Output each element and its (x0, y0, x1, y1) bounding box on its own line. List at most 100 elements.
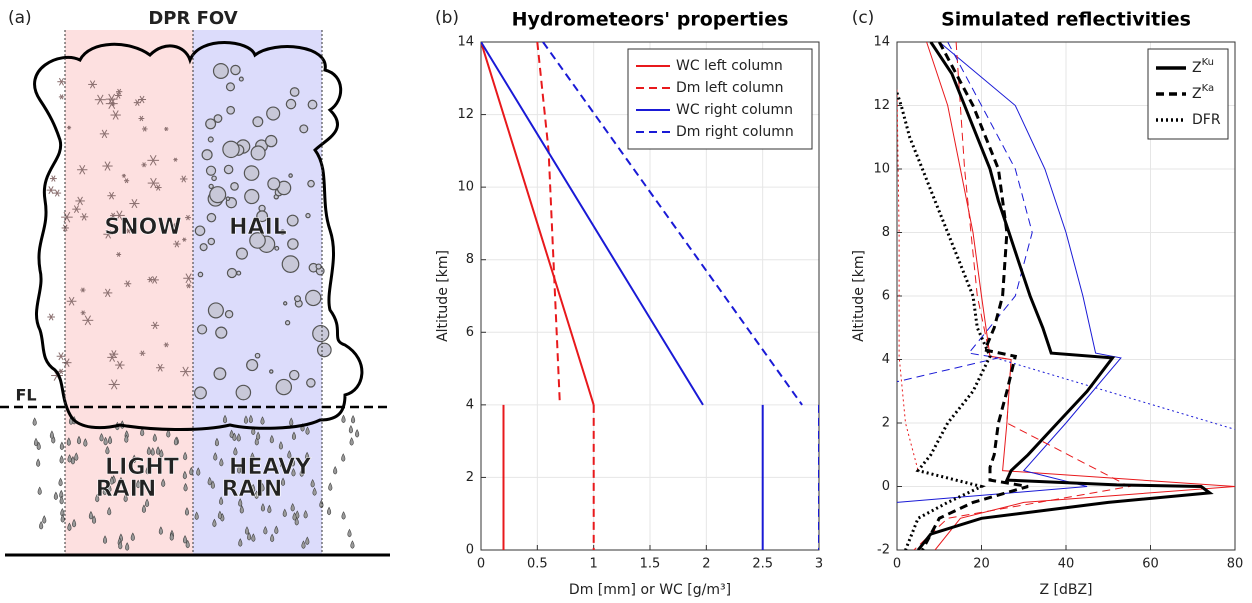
snowflake (82, 315, 94, 326)
raindrop (251, 483, 256, 493)
snowflake-arm (139, 115, 144, 122)
raindrop (349, 437, 354, 446)
snowflake-arm (105, 229, 112, 239)
series-line (897, 42, 1122, 503)
legend-label: WC right column (676, 102, 793, 118)
hailstone (252, 116, 264, 128)
raindrop (291, 431, 297, 441)
snowflake (115, 360, 125, 370)
raindrop (39, 521, 44, 530)
raindrop (222, 414, 228, 424)
level-label: FL (15, 386, 36, 405)
snowflake-arm (51, 175, 56, 182)
hailstone (246, 358, 259, 372)
series-line (481, 42, 764, 550)
snowflake-arm (89, 80, 96, 89)
hailstone (199, 243, 208, 252)
snowflake (110, 212, 117, 219)
snowflake-arm (84, 315, 91, 326)
series-line (897, 42, 1033, 383)
raindrop (182, 535, 188, 544)
raindrop (123, 493, 128, 503)
snowflake (102, 161, 113, 171)
region-label: LIGHT (105, 455, 179, 480)
snowflake (58, 368, 65, 375)
hailstone (289, 87, 300, 97)
hailstone (288, 173, 293, 178)
x-axis-label: Dm [mm] or WC [g/m³] (569, 582, 731, 598)
snowflake-arm (104, 161, 111, 171)
raindrop (60, 514, 65, 523)
legend-label: WC left column (676, 58, 783, 74)
chart-title: Hydrometeors' properties (512, 9, 789, 31)
snowflake-arm (97, 94, 104, 105)
snowflake-arm (53, 370, 61, 381)
snowflake (67, 125, 72, 130)
raindrop (118, 540, 123, 550)
snowflake (107, 352, 118, 362)
raindrop (183, 482, 188, 492)
snowflake (147, 155, 160, 166)
snowflake-arm (125, 280, 130, 288)
snowflake (133, 99, 141, 107)
snowflake (88, 80, 97, 89)
snowflake (182, 237, 187, 242)
hailstone (226, 267, 238, 279)
legend-label: ZKu (1192, 57, 1214, 76)
hailstone (256, 210, 269, 223)
snowflake-arm (182, 366, 189, 377)
y-tick-label: 8 (882, 225, 890, 240)
snowflake-arm (109, 352, 116, 362)
y-tick-label: 14 (873, 35, 890, 50)
snowflake-arm (142, 162, 146, 168)
raindrop (118, 476, 123, 486)
legend-name: Dm right column (676, 124, 794, 140)
legend-name: WC right column (676, 102, 793, 118)
snowflake (80, 287, 86, 293)
raindrop (260, 503, 265, 512)
hailstone (238, 76, 244, 82)
particles (32, 62, 360, 551)
snowflake-arm (108, 98, 116, 110)
raindrop (305, 426, 310, 435)
snowflake-arm (116, 92, 121, 99)
raindrop (140, 427, 145, 437)
snowflake (173, 157, 178, 162)
hailstone (223, 164, 234, 175)
snowflake (114, 92, 122, 99)
x-tick-label: 40 (1058, 557, 1075, 572)
series-line (916, 42, 1214, 550)
snowflake (163, 342, 169, 348)
hailstone (244, 188, 260, 205)
cloud-outline (33, 41, 364, 432)
raindrop (355, 429, 360, 438)
raindrop (214, 437, 219, 447)
snowflake (75, 196, 85, 206)
hailstone (208, 183, 214, 190)
snowflake-arm (185, 273, 192, 284)
snowflake-arm (124, 178, 129, 184)
raindrop (182, 470, 187, 480)
hailstone (205, 165, 217, 176)
snowflake-arm (186, 214, 190, 221)
y-tick-label: 10 (873, 162, 890, 177)
hailstone (285, 98, 297, 110)
raindrop (72, 518, 77, 528)
snowflake-arm (54, 189, 60, 197)
diagram-panel: (a) DPR FOV FL SNOW HAIL LIGHT RAIN HEAV… (0, 8, 390, 557)
snowflake (151, 321, 160, 330)
snowflake-arm (77, 196, 83, 206)
snowflake-arm (182, 237, 186, 242)
snowflake-arm (81, 310, 85, 316)
snowflake-arm (64, 358, 70, 367)
legend-name: Dm left column (676, 80, 784, 96)
raindrop (256, 431, 261, 440)
raindrop (196, 467, 201, 476)
raindrop (145, 466, 150, 475)
hailstone (226, 105, 236, 115)
hailstone (250, 145, 266, 161)
snowflake (138, 115, 145, 122)
chart-title: Simulated reflectivities (941, 9, 1191, 31)
